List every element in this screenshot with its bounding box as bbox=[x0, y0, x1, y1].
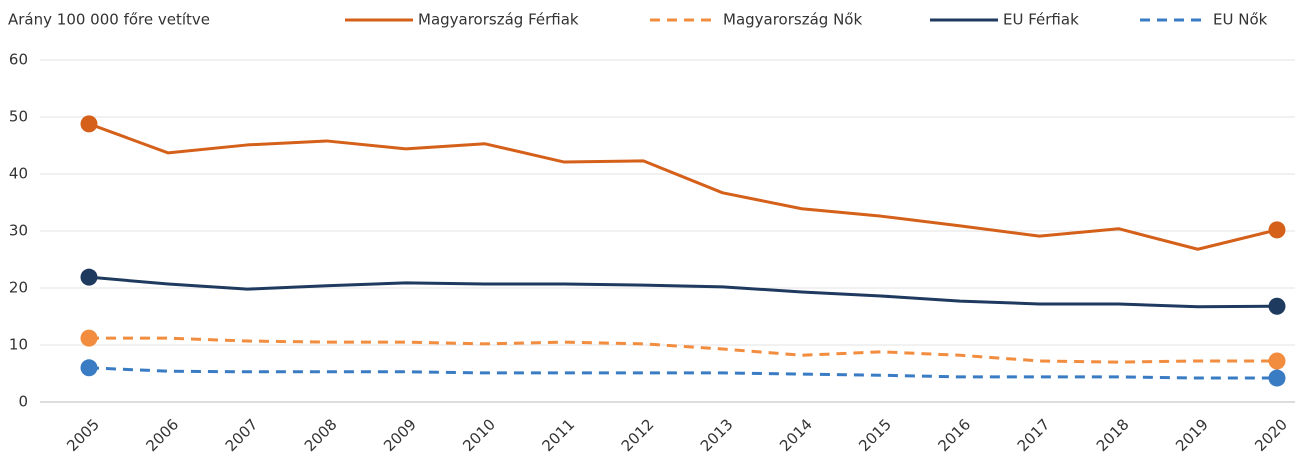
x-tick-label: 2005 bbox=[63, 415, 103, 455]
legend-label: Magyarország Férfiak bbox=[418, 11, 579, 29]
x-tick-label: 2018 bbox=[1093, 415, 1133, 455]
x-tick-label: 2012 bbox=[618, 415, 658, 455]
y-tick-label: 10 bbox=[9, 336, 28, 354]
x-tick-label: 2008 bbox=[301, 415, 341, 455]
line bbox=[88, 366, 1277, 380]
marker bbox=[1268, 369, 1286, 387]
y-axis-label: Arány 100 000 főre vetítve bbox=[8, 11, 210, 29]
x-tick-label: 2016 bbox=[934, 415, 974, 455]
x-tick-label: 2009 bbox=[380, 415, 420, 455]
marker bbox=[80, 115, 98, 133]
line bbox=[88, 275, 1278, 309]
y-tick-label: 40 bbox=[9, 165, 28, 183]
marker bbox=[1268, 352, 1286, 370]
legend-label: EU Férfiak bbox=[1003, 11, 1079, 29]
marker bbox=[1268, 221, 1286, 239]
marker bbox=[80, 329, 98, 347]
x-tick-label: 2014 bbox=[776, 415, 816, 455]
x-tick-label: 2015 bbox=[855, 415, 895, 455]
x-tick-label: 2013 bbox=[697, 415, 737, 455]
legend-label: EU Nők bbox=[1213, 11, 1268, 29]
line bbox=[89, 336, 1277, 364]
marker bbox=[80, 359, 98, 377]
x-tick-label: 2010 bbox=[459, 415, 499, 455]
y-tick-label: 0 bbox=[18, 393, 28, 411]
x-tick-label: 2019 bbox=[1172, 415, 1212, 455]
y-tick-label: 20 bbox=[9, 279, 28, 297]
x-tick-label: 2020 bbox=[1251, 415, 1291, 455]
marker bbox=[80, 268, 98, 286]
x-tick-label: 2007 bbox=[222, 415, 262, 455]
y-tick-label: 60 bbox=[9, 51, 28, 69]
marker bbox=[1268, 297, 1286, 315]
x-tick-label: 2006 bbox=[142, 415, 182, 455]
x-tick-label: 2017 bbox=[1014, 415, 1054, 455]
x-tick-label: 2011 bbox=[538, 415, 578, 455]
y-tick-label: 30 bbox=[9, 222, 28, 240]
line bbox=[88, 122, 1278, 251]
legend-label: Magyarország Nők bbox=[723, 11, 862, 29]
y-tick-label: 50 bbox=[9, 108, 28, 126]
